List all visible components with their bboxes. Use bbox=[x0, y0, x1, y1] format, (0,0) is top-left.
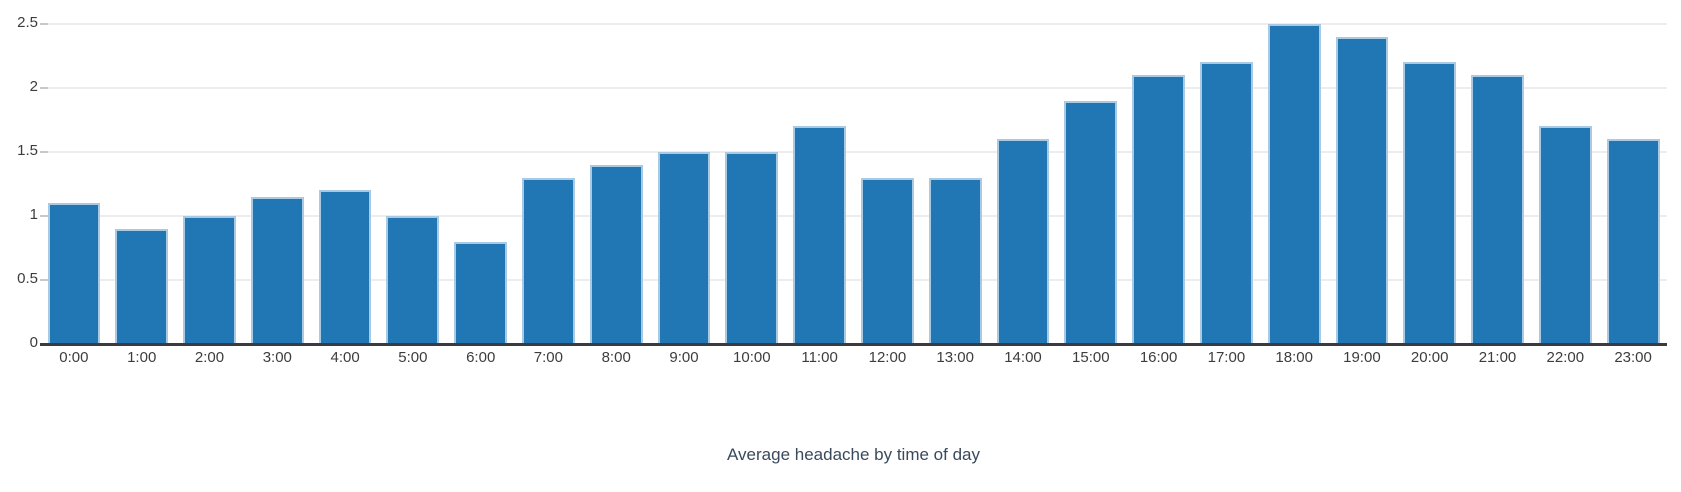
y-tick-label: 0.5 bbox=[17, 270, 38, 287]
bar-hour-7 bbox=[522, 177, 575, 344]
bar-hour-9 bbox=[657, 152, 711, 344]
x-tick-label: 2:00 bbox=[194, 349, 225, 366]
y-tick-label: 1 bbox=[29, 206, 38, 223]
gridline bbox=[40, 215, 1667, 217]
y-axis-tick bbox=[40, 279, 48, 281]
x-tick-label: 12:00 bbox=[868, 349, 907, 366]
x-tick-label: 15:00 bbox=[1072, 349, 1110, 366]
bar-hour-16 bbox=[1132, 75, 1185, 344]
x-tick-label: 20:00 bbox=[1410, 349, 1449, 366]
y-axis-tick bbox=[40, 87, 48, 89]
bar-hour-15 bbox=[1064, 100, 1118, 344]
y-tick-label: 2 bbox=[29, 78, 38, 95]
x-tick-label: 11:00 bbox=[801, 349, 838, 366]
x-tick-label: 21:00 bbox=[1478, 349, 1517, 366]
bar-hour-23 bbox=[1606, 139, 1660, 344]
x-tick-label: 18:00 bbox=[1275, 349, 1313, 366]
x-tick-label: 5:00 bbox=[398, 349, 428, 366]
y-axis-tick bbox=[40, 215, 48, 217]
gridline bbox=[40, 279, 1667, 281]
bar-hour-19 bbox=[1335, 36, 1389, 344]
x-tick-label: 10:00 bbox=[733, 349, 771, 366]
gridline bbox=[40, 151, 1667, 153]
x-axis-line bbox=[40, 343, 1667, 346]
y-axis-tick bbox=[40, 151, 48, 153]
x-tick-label: 13:00 bbox=[936, 349, 974, 366]
x-tick-label: 4:00 bbox=[330, 349, 360, 366]
chart-title: Average headache by time of day bbox=[727, 445, 980, 464]
bar-hour-12 bbox=[861, 177, 914, 344]
x-tick-label: 0:00 bbox=[59, 349, 89, 366]
bar-hour-10 bbox=[725, 152, 779, 344]
x-tick-label: 6:00 bbox=[466, 349, 496, 366]
x-tick-label: 8:00 bbox=[601, 349, 631, 366]
x-tick-label: 19:00 bbox=[1343, 349, 1381, 366]
bar-hour-18 bbox=[1267, 24, 1321, 344]
y-tick-label: 1.5 bbox=[17, 142, 38, 159]
x-tick-label: 23:00 bbox=[1614, 349, 1652, 366]
bar-hour-4 bbox=[318, 190, 372, 344]
x-tick-label: 22:00 bbox=[1546, 349, 1585, 366]
bar-hour-5 bbox=[386, 216, 440, 344]
x-tick-label: 3:00 bbox=[262, 349, 292, 366]
x-tick-label: 7:00 bbox=[533, 349, 563, 366]
bar-hour-20 bbox=[1403, 62, 1457, 344]
bar-hour-0 bbox=[47, 203, 101, 344]
bar-hour-21 bbox=[1471, 75, 1524, 344]
bar-hour-2 bbox=[183, 216, 236, 344]
bar-hour-17 bbox=[1199, 62, 1253, 344]
bar-hour-6 bbox=[454, 241, 508, 344]
gridline bbox=[40, 87, 1667, 89]
y-axis-tick bbox=[40, 23, 48, 25]
x-tick-label: 14:00 bbox=[1004, 349, 1042, 366]
bar-hour-3 bbox=[250, 196, 304, 344]
x-tick-label: 16:00 bbox=[1139, 349, 1178, 366]
bar-hour-14 bbox=[996, 139, 1050, 344]
bar-hour-8 bbox=[589, 164, 643, 344]
bar-hour-13 bbox=[928, 177, 982, 344]
y-tick-label: 0 bbox=[29, 334, 38, 351]
x-tick-label: 17:00 bbox=[1207, 349, 1246, 366]
y-tick-label: 2.5 bbox=[17, 14, 38, 31]
gridline bbox=[40, 23, 1667, 25]
x-tick-label: 1:00 bbox=[127, 349, 157, 366]
bar-hour-1 bbox=[115, 228, 169, 344]
x-tick-label: 9:00 bbox=[669, 349, 699, 366]
bar-hour-22 bbox=[1538, 126, 1592, 344]
bar-hour-11 bbox=[793, 126, 847, 344]
